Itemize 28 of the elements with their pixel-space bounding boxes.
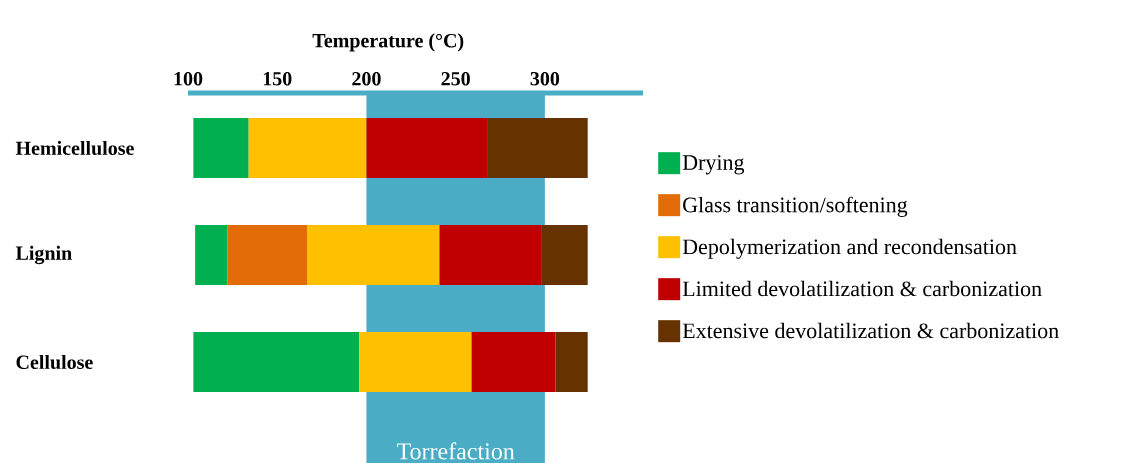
x-tick-label: 150 [263, 71, 292, 86]
x-axis-title: Temperature (°C) [312, 33, 464, 52]
bar [195, 225, 228, 285]
y-tick-label: Hemicellulose [15, 140, 134, 156]
y-tick-label: Lignin [15, 245, 72, 265]
x-tick-label: 100 [174, 71, 203, 86]
legend-label: Glass transition/softening [683, 196, 908, 217]
legend-label: Limited devolatilization & carbonization [682, 280, 1042, 297]
bar [366, 118, 488, 178]
x-tick-label: 300 [530, 71, 560, 86]
bar [487, 118, 588, 178]
bar [471, 332, 556, 392]
bar [439, 225, 542, 285]
legend-label: Drying [682, 155, 745, 175]
legend-label: Depolymerization and recondensation [682, 238, 1017, 259]
bar [193, 332, 360, 392]
bar [193, 118, 249, 178]
bar [248, 118, 367, 178]
bar [541, 225, 588, 285]
bar [307, 225, 440, 285]
x-tick-label: 250 [441, 71, 470, 86]
band-label: Torrefaction [396, 442, 515, 460]
bar [227, 225, 308, 285]
x-tick-label: 200 [352, 71, 381, 86]
bar [555, 332, 588, 392]
bar [359, 332, 472, 392]
y-tick-label: Cellulose [16, 354, 93, 370]
legend-label: Extensive devolatilization & carbonization [682, 322, 1059, 339]
